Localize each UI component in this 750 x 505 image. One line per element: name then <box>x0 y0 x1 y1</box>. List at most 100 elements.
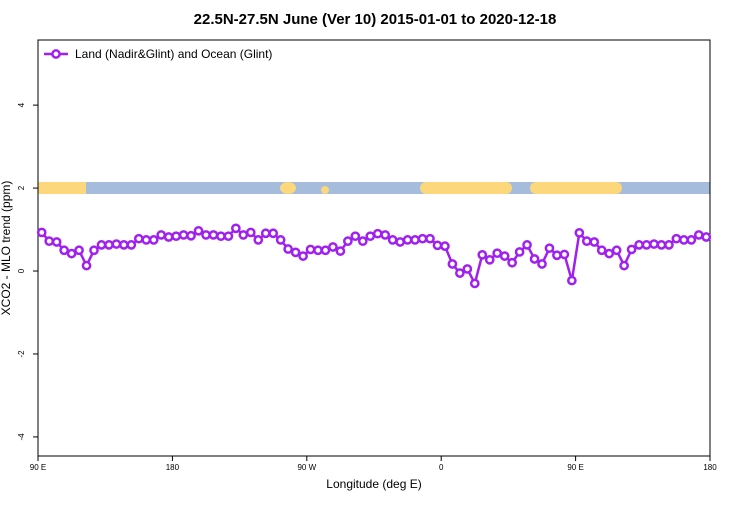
data-point <box>462 264 473 274</box>
data-point <box>350 231 361 242</box>
data-point <box>596 245 607 256</box>
data-point <box>133 233 144 244</box>
data-point <box>507 257 517 268</box>
y-axis-label: XCO2 - MLO trend (ppm) <box>0 181 13 316</box>
data-point <box>119 240 129 250</box>
data-point <box>231 223 241 234</box>
data-point <box>208 230 219 240</box>
data-point <box>104 240 114 250</box>
x-tick-label: 90 E <box>567 463 583 472</box>
data-point <box>357 236 368 247</box>
data-point <box>126 240 137 250</box>
data-point <box>477 249 488 260</box>
data-point <box>425 233 435 244</box>
data-point <box>649 239 659 249</box>
data-point <box>260 228 271 239</box>
data-point <box>201 230 211 240</box>
data-point <box>589 237 600 247</box>
data-point <box>469 278 480 289</box>
x-axis-label: Longitude (deg E) <box>326 477 421 491</box>
data-point <box>492 248 503 259</box>
data-point <box>290 247 301 258</box>
data-point <box>193 225 204 236</box>
data-point <box>679 235 689 245</box>
data-point <box>36 227 47 238</box>
data-point <box>656 240 667 250</box>
data-point <box>686 235 697 245</box>
data-point <box>693 230 704 240</box>
data-point <box>328 242 338 252</box>
data-point <box>298 251 308 261</box>
data-point <box>343 236 353 247</box>
data-point <box>59 245 69 256</box>
data-point <box>514 247 525 257</box>
data-point <box>372 228 383 239</box>
map-strip <box>38 182 710 194</box>
data-point <box>701 232 712 242</box>
data-point <box>604 248 615 259</box>
data-point <box>395 237 405 247</box>
data-point <box>283 244 293 254</box>
chart-title: 22.5N-27.5N June (Ver 10) 2015-01-01 to … <box>194 11 557 28</box>
data-point <box>417 233 428 244</box>
data-point <box>81 260 92 271</box>
data-point <box>499 251 510 261</box>
data-point <box>178 230 189 240</box>
data-point <box>567 275 577 286</box>
y-tick-label: -2 <box>17 350 26 358</box>
data-point <box>171 231 181 242</box>
plot-frame <box>37 39 711 457</box>
data-point <box>611 245 622 256</box>
data-point <box>544 243 555 254</box>
data-point <box>74 245 84 256</box>
data-point <box>238 230 249 240</box>
x-tick-label: 0 <box>439 463 444 472</box>
y-tick-label: 4 <box>17 102 26 107</box>
data-point <box>619 260 629 271</box>
data-point <box>245 227 256 238</box>
data-point <box>268 228 279 239</box>
y-tick-label: 2 <box>17 185 26 190</box>
data-point <box>313 245 323 256</box>
data-point <box>223 231 234 242</box>
data-point <box>51 237 62 247</box>
data-point <box>141 235 152 245</box>
data-point <box>305 244 316 255</box>
data-point <box>432 240 443 251</box>
data-point <box>44 236 55 247</box>
data-point <box>148 235 159 245</box>
data-point <box>275 235 286 245</box>
data-point <box>522 240 532 250</box>
data-point <box>552 250 562 261</box>
data-point <box>671 233 682 244</box>
data-point <box>626 244 637 255</box>
data-point <box>111 239 122 249</box>
data-point <box>163 232 174 242</box>
data-point <box>380 230 391 240</box>
data-point <box>89 245 99 256</box>
data-point <box>484 254 495 265</box>
data-point <box>66 248 77 259</box>
legend-label: Land (Nadir&Glint) and Ocean (Glint) <box>75 47 272 61</box>
x-tick-label: 180 <box>166 463 180 472</box>
y-tick-label: 0 <box>17 268 26 273</box>
data-point <box>365 231 376 242</box>
data-point <box>96 240 107 250</box>
data-point <box>402 235 413 245</box>
data-point <box>574 228 585 238</box>
data-point <box>320 245 331 256</box>
data-point <box>641 240 652 250</box>
data-point <box>581 236 592 247</box>
data-point <box>440 241 450 251</box>
data-point <box>186 230 196 241</box>
data-point <box>559 249 570 260</box>
data-point <box>447 259 458 269</box>
data-point <box>634 240 644 250</box>
x-tick-label: 90 E <box>30 463 46 472</box>
data-point <box>335 246 346 256</box>
data-point <box>216 231 226 242</box>
legend-marker <box>51 49 61 59</box>
data-point <box>537 259 547 269</box>
